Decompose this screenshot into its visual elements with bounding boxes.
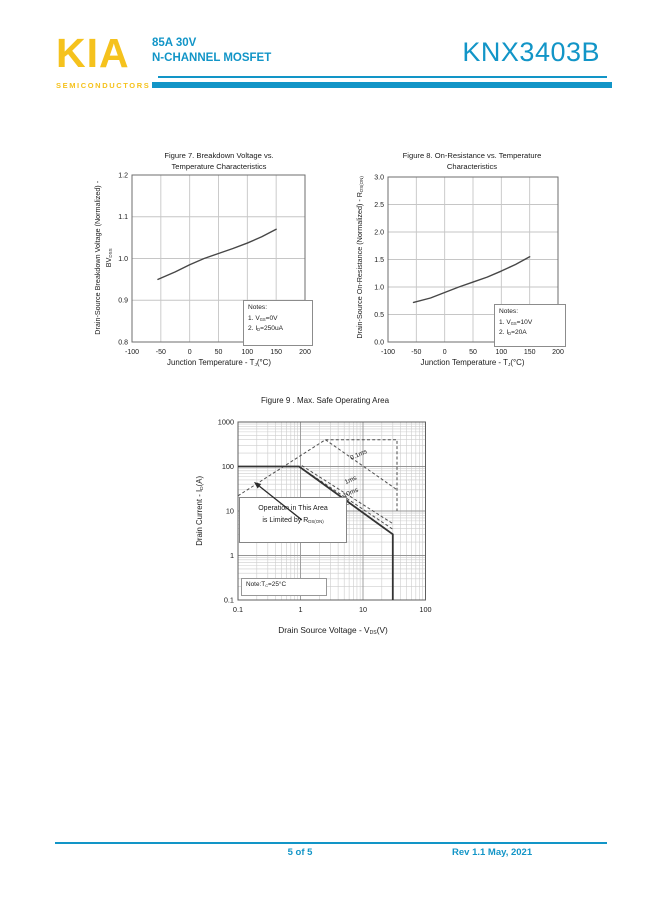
- header-rule-thin: [158, 76, 607, 78]
- figure8-title: Figure 8. On-Resistance vs. Temperature …: [376, 151, 568, 173]
- figure8-note-line: Notes:: [499, 308, 519, 315]
- figure9-annotation-line1: Operation in This Area: [258, 505, 328, 512]
- svg-text:1.1: 1.1: [118, 214, 128, 221]
- figure8-xlabel: Junction Temperature - TJ(°C): [420, 358, 525, 369]
- svg-text:150: 150: [270, 349, 282, 356]
- part-number: KNX3403B: [462, 37, 600, 67]
- svg-text:1.5: 1.5: [374, 257, 384, 264]
- tick-labels: -100 -50 0 50 100 150 200 0.0 0.5 1.0 1.5 2.0 2.5 3.0: [374, 174, 564, 356]
- svg-text:1: 1: [298, 605, 302, 614]
- figure9-xlabel: Drain Source Voltage - VDS(V): [278, 625, 388, 637]
- figure7-notes: Notes: 1. VGS=0V 2. ID=250uA: [243, 300, 313, 346]
- svg-text:10: 10: [359, 605, 367, 614]
- figure7-note-line: 1. VGS=0V: [248, 314, 278, 322]
- figure8-notes: Notes: 1. VGS=10V 2. ID=20A: [494, 304, 566, 347]
- svg-text:50: 50: [469, 349, 477, 356]
- soa-line-rdson-limit-line: [237, 439, 326, 497]
- plot-frame: [237, 421, 426, 601]
- logo-subtitle: SEMICONDUCTORS: [56, 81, 151, 90]
- figure8-note-line: 1. VGS=10V: [499, 318, 533, 326]
- figure7-note-line: 2. ID=250uA: [248, 325, 284, 333]
- soa-label-1ms: 1ms: [344, 474, 359, 486]
- footer-rule: [55, 842, 607, 844]
- svg-text:200: 200: [552, 349, 564, 356]
- soa-line-10ms: [298, 466, 394, 530]
- svg-text:0.1: 0.1: [224, 595, 234, 604]
- curve-breakdown-voltage-normalized: [157, 228, 277, 281]
- svg-text:-50: -50: [156, 349, 166, 356]
- svg-text:1.2: 1.2: [118, 172, 128, 179]
- tick-labels: 0.1 1 10 100 0.1 1 10 100 1000: [218, 417, 432, 614]
- page-number: 5 of 5: [287, 847, 313, 858]
- svg-text:1.0: 1.0: [374, 284, 384, 291]
- svg-text:-100: -100: [381, 349, 395, 356]
- svg-text:100: 100: [241, 349, 253, 356]
- svg-text:2.0: 2.0: [374, 229, 384, 236]
- soa-line-1ms: [301, 465, 394, 525]
- figure7-ylabel-line1: Drain-Source Breakdown Voltage (Normaliz…: [93, 181, 103, 335]
- figure8-note-line: 2. ID=20A: [499, 329, 527, 337]
- figure7-note-line: Notes:: [248, 304, 268, 311]
- svg-text:0.0: 0.0: [374, 339, 384, 346]
- svg-text:0.1: 0.1: [233, 605, 243, 614]
- svg-text:1: 1: [230, 551, 234, 560]
- plot-frame: [131, 174, 306, 343]
- tick-labels: -100 -50 0 50 100 150 200 0.8 0.9 1.0 1.1 1.2: [118, 172, 311, 356]
- svg-text:2.5: 2.5: [374, 202, 384, 209]
- svg-text:0.5: 0.5: [374, 312, 384, 319]
- figure7-xlabel: Junction Temperature - TJ(°C): [167, 358, 271, 369]
- svg-text:0.9: 0.9: [118, 298, 128, 305]
- figure7-title-line1: Figure 7. Breakdown Voltage vs.: [164, 151, 274, 160]
- svg-text:1.0: 1.0: [118, 256, 128, 263]
- svg-text:200: 200: [299, 349, 311, 356]
- figure8-chart-svg: -100 -50 0 50 100 150 200 0.0 0.5 1.0 1.5 2.0 2.5 3.0: [374, 174, 564, 356]
- svg-text:1000: 1000: [218, 417, 234, 426]
- part-rating: 85A 30V: [152, 37, 197, 49]
- svg-text:-100: -100: [125, 349, 139, 356]
- svg-text:100: 100: [419, 605, 431, 614]
- kia-logo: KIA: [56, 30, 130, 76]
- svg-text:0: 0: [188, 349, 192, 356]
- part-type: N-CHANNEL MOSFET: [152, 52, 272, 64]
- figure9-title: Figure 9 . Max. Safe Operating Area: [260, 396, 390, 405]
- svg-text:-50: -50: [411, 349, 421, 356]
- svg-text:0.8: 0.8: [118, 339, 128, 346]
- figure8-title-line1: Figure 8. On-Resistance vs. Temperature: [402, 151, 542, 160]
- figure9-annotation-box: Operation in This Area is Limited by RDS…: [239, 497, 347, 543]
- revision: Rev 1.1 May, 2021: [452, 847, 533, 858]
- figure9-annotation-line2: is Limited by RDS(ON): [262, 516, 324, 524]
- svg-text:150: 150: [524, 349, 536, 356]
- soa-label-0.1ms: 0.1ms: [349, 448, 369, 462]
- figure8-title-line2: Characteristics: [446, 161, 498, 171]
- plot-frame: [387, 176, 559, 343]
- svg-text:10: 10: [226, 506, 234, 515]
- figure7-title: Figure 7. Breakdown Voltage vs. Temperat…: [128, 151, 310, 173]
- svg-text:100: 100: [495, 349, 507, 356]
- figure9-corner-note: Note:TC=25°C: [241, 578, 327, 596]
- svg-text:50: 50: [215, 349, 223, 356]
- svg-text:0: 0: [443, 349, 447, 356]
- curve-rdson-normalized: [412, 256, 531, 304]
- figure7-title-line2: Temperature Characteristics: [171, 161, 267, 171]
- soa-line-0.1ms: [325, 439, 398, 491]
- header-rule-thick: [152, 82, 612, 88]
- svg-text:3.0: 3.0: [374, 174, 384, 181]
- svg-text:100: 100: [222, 462, 234, 471]
